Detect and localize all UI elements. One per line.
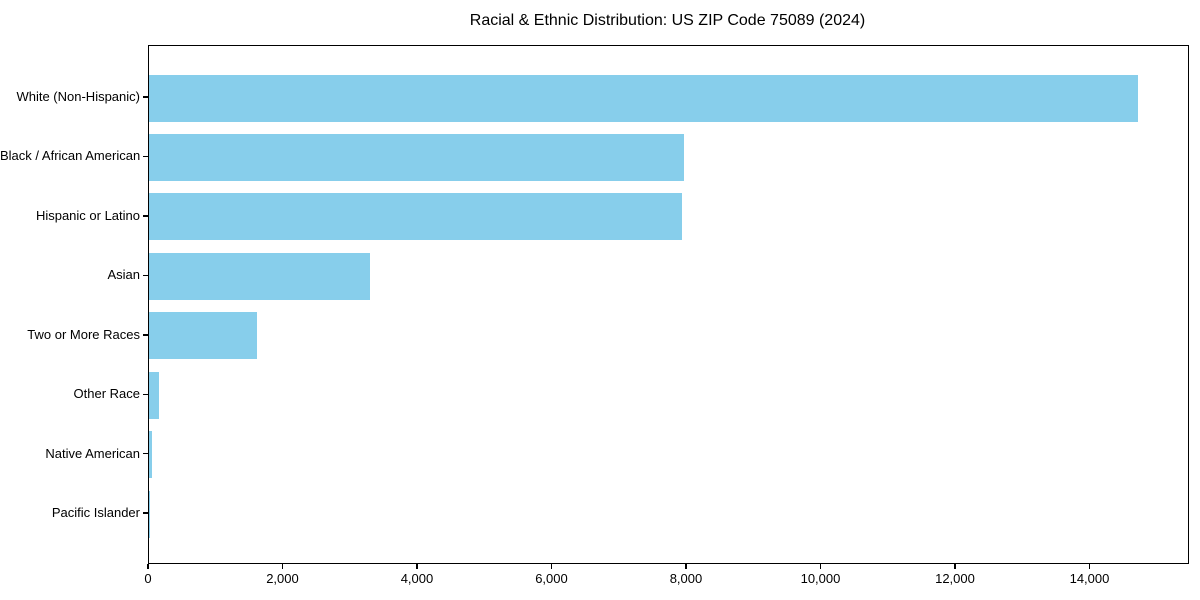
- x-tick-label-0: 0: [144, 571, 152, 586]
- x-tick-mark: [416, 563, 418, 569]
- x-tick-mark: [954, 563, 956, 569]
- x-tick-mark: [281, 563, 284, 569]
- x-tick-label-14000: 14,000: [1069, 571, 1110, 586]
- x-tick-label-12000: 12,000: [935, 571, 975, 586]
- y-tick-label-two-or-more-races: Two or More Races: [27, 326, 140, 342]
- x-tick-mark: [1088, 563, 1091, 569]
- x-tick-label-2000: 2,000: [266, 571, 299, 586]
- x-tick-label-6000: 6,000: [535, 571, 568, 586]
- x-tick-mark: [685, 563, 687, 569]
- plot-area: [148, 45, 1189, 564]
- x-tick-mark: [550, 563, 553, 569]
- y-tick-label-asian: Asian: [107, 267, 140, 283]
- x-tick-mark: [147, 563, 149, 569]
- y-tick-mark: [143, 155, 148, 158]
- y-tick-mark: [143, 274, 148, 277]
- bar-black-african-american: [149, 133, 685, 181]
- y-tick-mark: [143, 215, 148, 217]
- y-tick-label-hispanic-or-latino: Hispanic or Latino: [35, 207, 140, 223]
- y-tick-label-pacific-islander: Pacific Islander: [51, 505, 140, 521]
- y-tick-label-other-race: Other Race: [73, 386, 140, 402]
- y-tick-mark: [143, 96, 148, 98]
- y-tick-mark: [143, 393, 148, 395]
- bar-asian: [149, 252, 370, 300]
- bar-other-race: [149, 371, 160, 419]
- bar-native-american: [149, 431, 153, 479]
- chart-title: Racial & Ethnic Distribution: US ZIP Cod…: [469, 12, 866, 29]
- x-tick-mark: [819, 563, 822, 569]
- x-tick-label-10000: 10,000: [800, 571, 841, 586]
- x-tick-label-4000: 4,000: [400, 571, 434, 586]
- bar-two-or-more-races: [149, 312, 257, 360]
- y-tick-label-black-african-american: Black / African American: [0, 148, 141, 164]
- y-tick-label-native-american: Native American: [45, 445, 140, 461]
- y-tick-mark: [143, 452, 148, 455]
- bar-hispanic-or-latino: [149, 193, 683, 241]
- x-tick-label-8000: 8,000: [669, 571, 703, 586]
- bar-pacific-islander: [149, 490, 150, 538]
- bar-white-non-hispanic: [149, 74, 1139, 122]
- y-tick-label-white-non-hispanic: White (Non-Hispanic): [16, 89, 140, 104]
- y-tick-mark: [143, 334, 148, 336]
- y-tick-mark: [143, 512, 148, 514]
